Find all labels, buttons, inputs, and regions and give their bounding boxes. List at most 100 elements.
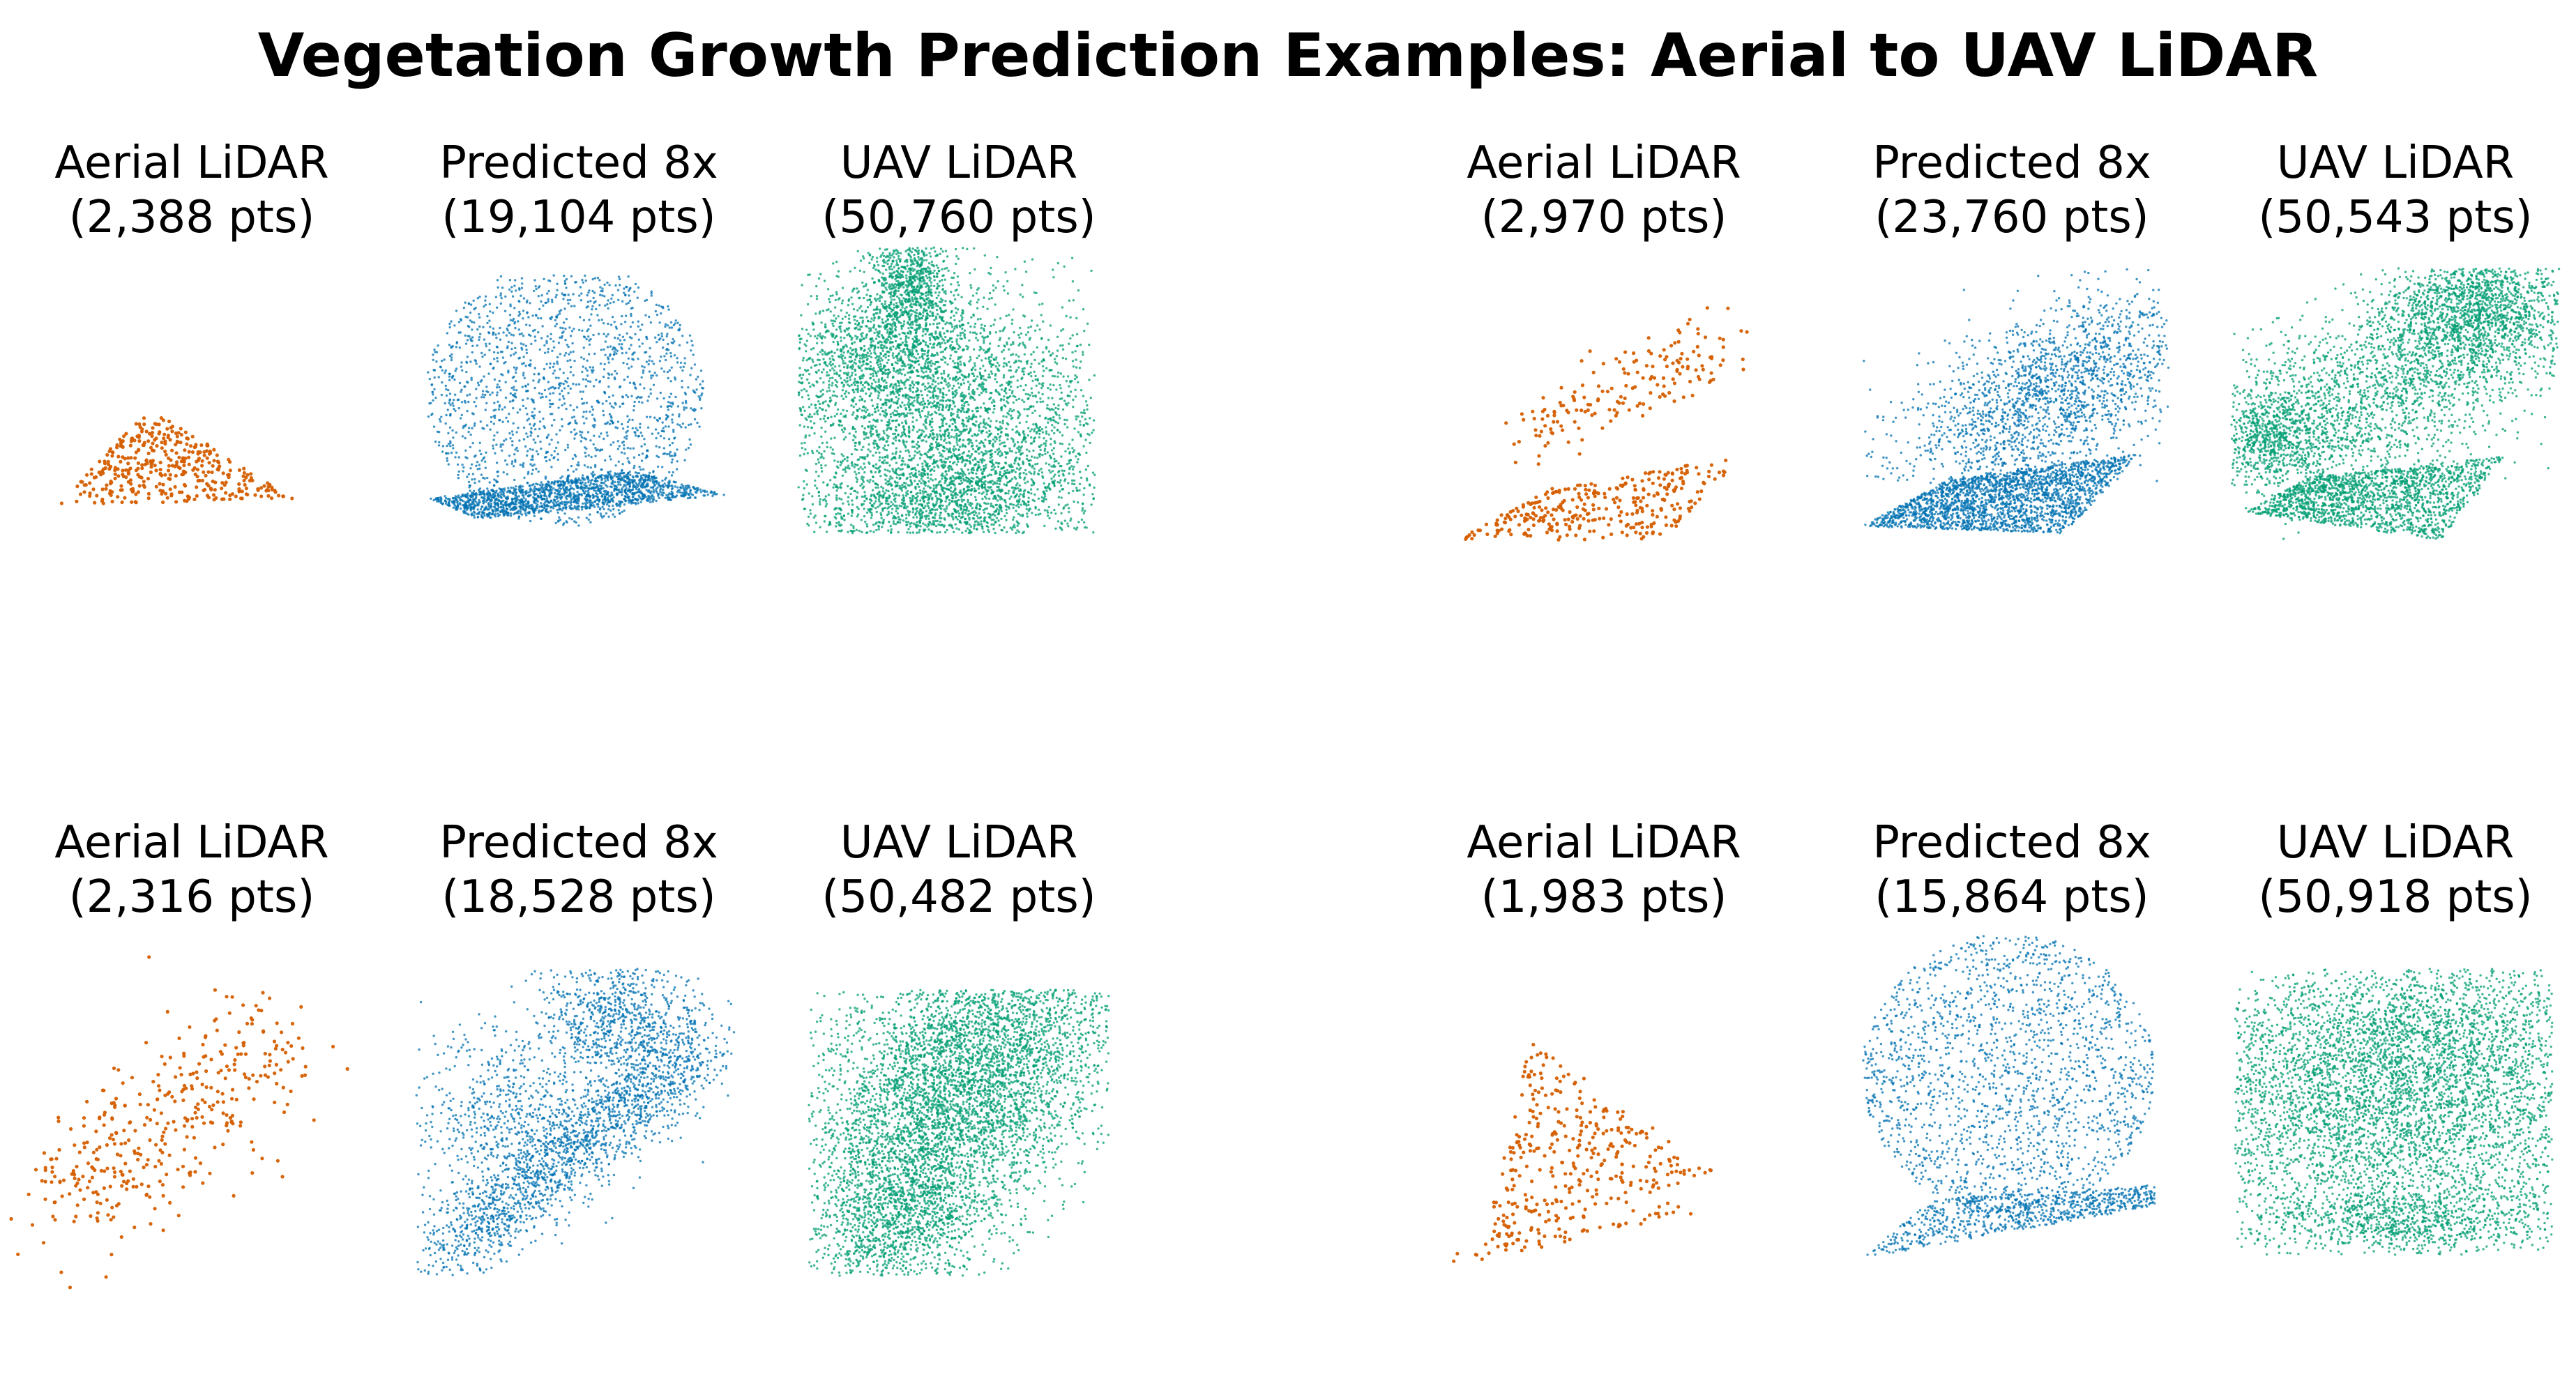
- point: [880, 502, 884, 505]
- point: [121, 455, 125, 459]
- point: [534, 502, 537, 505]
- point: [873, 502, 876, 505]
- point: [215, 453, 219, 457]
- point: [543, 494, 545, 497]
- point: [831, 355, 834, 358]
- point: [467, 473, 471, 475]
- point: [438, 418, 441, 421]
- point: [1025, 420, 1028, 423]
- point: [432, 498, 435, 502]
- point: [556, 492, 560, 495]
- point: [609, 458, 612, 461]
- point: [920, 514, 923, 517]
- point: [1079, 360, 1082, 363]
- point: [646, 478, 650, 481]
- point: [488, 481, 491, 484]
- point: [897, 280, 900, 283]
- point: [593, 505, 596, 508]
- point: [475, 388, 478, 390]
- point: [607, 508, 610, 511]
- point: [828, 298, 831, 300]
- point: [605, 493, 608, 496]
- point: [624, 499, 628, 502]
- point: [809, 386, 812, 388]
- point: [861, 310, 864, 313]
- point: [128, 443, 132, 448]
- point: [631, 358, 634, 360]
- point: [613, 484, 616, 487]
- point: [470, 513, 473, 516]
- point: [437, 344, 439, 347]
- point: [669, 455, 672, 457]
- point: [488, 303, 491, 305]
- point: [75, 484, 79, 489]
- point: [848, 314, 851, 316]
- point: [533, 414, 536, 417]
- point: [137, 422, 142, 427]
- point: [832, 340, 835, 344]
- point: [543, 426, 546, 429]
- point: [960, 319, 964, 321]
- point: [584, 490, 587, 493]
- point: [617, 460, 620, 463]
- point: [511, 433, 515, 436]
- point: [209, 487, 213, 491]
- point: [446, 409, 449, 411]
- point: [555, 446, 558, 450]
- point: [513, 307, 516, 310]
- point: [1026, 515, 1029, 518]
- point: [875, 431, 878, 434]
- point: [520, 332, 523, 335]
- point: [123, 496, 127, 500]
- point: [623, 436, 626, 439]
- point: [587, 335, 590, 338]
- point: [557, 376, 560, 379]
- point: [473, 478, 476, 481]
- point: [541, 508, 545, 512]
- point: [574, 421, 577, 425]
- point: [676, 361, 679, 364]
- point: [538, 505, 541, 508]
- point: [163, 449, 167, 454]
- point: [441, 450, 444, 453]
- point: [439, 496, 442, 499]
- point: [478, 467, 481, 470]
- point: [685, 448, 688, 451]
- point: [169, 458, 173, 462]
- point: [600, 468, 603, 471]
- point: [652, 383, 656, 386]
- point: [535, 505, 538, 507]
- point: [543, 351, 547, 354]
- point: [878, 451, 881, 454]
- point: [98, 459, 102, 464]
- point: [591, 405, 593, 409]
- point: [580, 493, 583, 496]
- point: [634, 386, 637, 389]
- point: [712, 493, 715, 496]
- point: [628, 336, 632, 339]
- point: [934, 524, 938, 528]
- point: [648, 359, 651, 362]
- point: [1008, 369, 1010, 372]
- point: [674, 322, 677, 325]
- point: [882, 354, 885, 358]
- point: [801, 396, 804, 399]
- point: [191, 468, 195, 472]
- point: [630, 307, 633, 310]
- point: [895, 468, 898, 471]
- point: [479, 333, 482, 335]
- point: [552, 487, 555, 490]
- point: [566, 491, 568, 494]
- point: [613, 474, 616, 478]
- point: [581, 476, 584, 480]
- point: [616, 349, 619, 352]
- point: [500, 488, 503, 491]
- point: [513, 453, 516, 456]
- point: [538, 491, 542, 495]
- point: [621, 422, 623, 426]
- point: [174, 500, 179, 504]
- point: [492, 311, 494, 314]
- point: [522, 426, 526, 429]
- point: [521, 485, 524, 488]
- point: [621, 494, 623, 496]
